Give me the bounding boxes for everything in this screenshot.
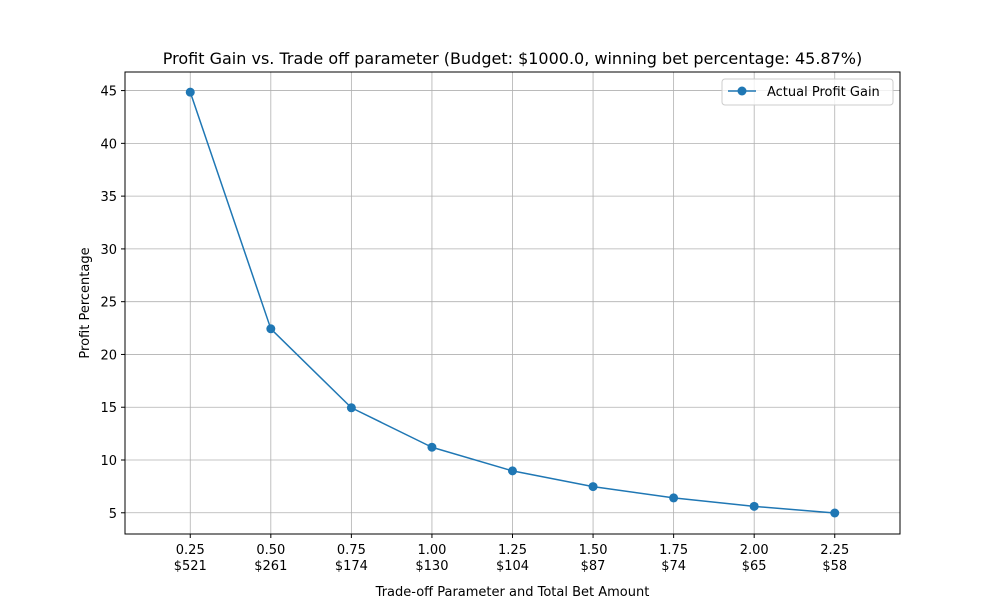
data-point — [346, 403, 356, 413]
y-tick-label: 30 — [100, 243, 117, 258]
data-point — [749, 501, 759, 511]
y-tick-label: 45 — [100, 85, 117, 100]
y-tick-label: 5 — [109, 507, 117, 522]
data-point — [830, 508, 840, 518]
x-tick-sublabel: $130 — [415, 559, 448, 574]
legend-label: Actual Profit Gain — [767, 85, 880, 100]
y-axis-label: Profit Percentage — [78, 247, 93, 358]
chart-title: Profit Gain vs. Trade off parameter (Bud… — [163, 49, 862, 68]
y-tick-label: 10 — [100, 454, 117, 469]
y-tick-label: 40 — [100, 137, 117, 152]
x-tick-sublabel: $261 — [254, 559, 287, 574]
x-tick-sublabel: $104 — [496, 559, 529, 574]
y-tick-label: 25 — [100, 296, 117, 311]
x-tick-label: 1.00 — [417, 543, 446, 558]
x-axis-ticks: 0.25$521 0.50$261 0.75$174 1.00$130 1.25$104… — [174, 534, 849, 574]
data-point — [266, 324, 276, 334]
data-point — [508, 466, 517, 476]
x-tick-label: 0.75 — [337, 543, 366, 558]
data-point — [427, 442, 437, 452]
x-tick-label: 1.25 — [498, 543, 527, 558]
x-axis-label: Trade-off Parameter and Total Bet Amount — [375, 585, 650, 600]
legend: Actual Profit Gain — [721, 78, 894, 106]
x-tick-label: 1.75 — [659, 543, 688, 558]
x-tick-sublabel: $74 — [661, 559, 686, 574]
y-tick-label: 15 — [100, 401, 117, 416]
data-point — [588, 482, 598, 492]
legend-marker-sample — [737, 86, 747, 96]
x-tick-sublabel: $521 — [174, 559, 207, 574]
x-tick-label: 0.50 — [256, 543, 285, 558]
x-tick-label: 0.25 — [176, 543, 205, 558]
y-tick-label: 20 — [100, 348, 117, 363]
series-layer — [185, 87, 840, 518]
x-tick-label: 1.50 — [579, 543, 608, 558]
x-tick-sublabel: $87 — [581, 559, 606, 574]
x-tick-sublabel: $65 — [742, 559, 767, 574]
data-point — [669, 493, 679, 503]
x-tick-sublabel: $174 — [335, 559, 368, 574]
x-tick-label: 2.25 — [820, 543, 849, 558]
grid — [125, 72, 900, 534]
y-axis-ticks: 5 10 15 20 25 30 35 40 45 — [100, 85, 125, 522]
y-tick-label: 35 — [100, 190, 117, 205]
legend-box — [721, 78, 894, 106]
x-tick-sublabel: $58 — [822, 559, 847, 574]
x-tick-label: 2.00 — [740, 543, 769, 558]
data-point — [185, 87, 195, 97]
